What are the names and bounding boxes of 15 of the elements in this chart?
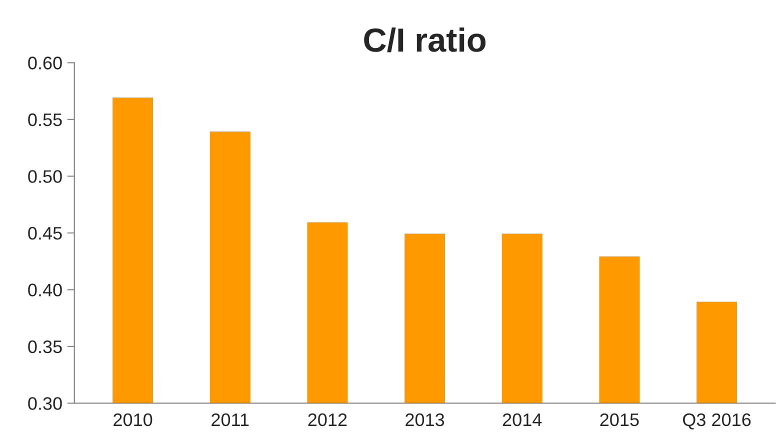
x-tick-label: 2015 xyxy=(600,413,639,426)
y-tick-label: 0.45 xyxy=(28,226,62,240)
y-tick-label: 0.35 xyxy=(28,340,62,354)
y-tick-label: 0.30 xyxy=(28,397,62,410)
chart-title: C/I ratio xyxy=(364,27,486,52)
x-tick-label: 2010 xyxy=(114,413,152,426)
x-tick-label: 2012 xyxy=(308,413,347,426)
x-tick-label: 2011 xyxy=(212,413,249,426)
x-tick-label: 2014 xyxy=(502,413,542,426)
y-tick-label: 0.50 xyxy=(28,170,62,183)
x-tick-label: 2013 xyxy=(406,413,444,426)
y-tick-label: 0.55 xyxy=(28,113,62,126)
x-tick-label: Q3 2016 xyxy=(682,413,751,430)
y-tick-label: 0.60 xyxy=(28,56,62,70)
y-tick-label: 0.40 xyxy=(28,284,62,296)
